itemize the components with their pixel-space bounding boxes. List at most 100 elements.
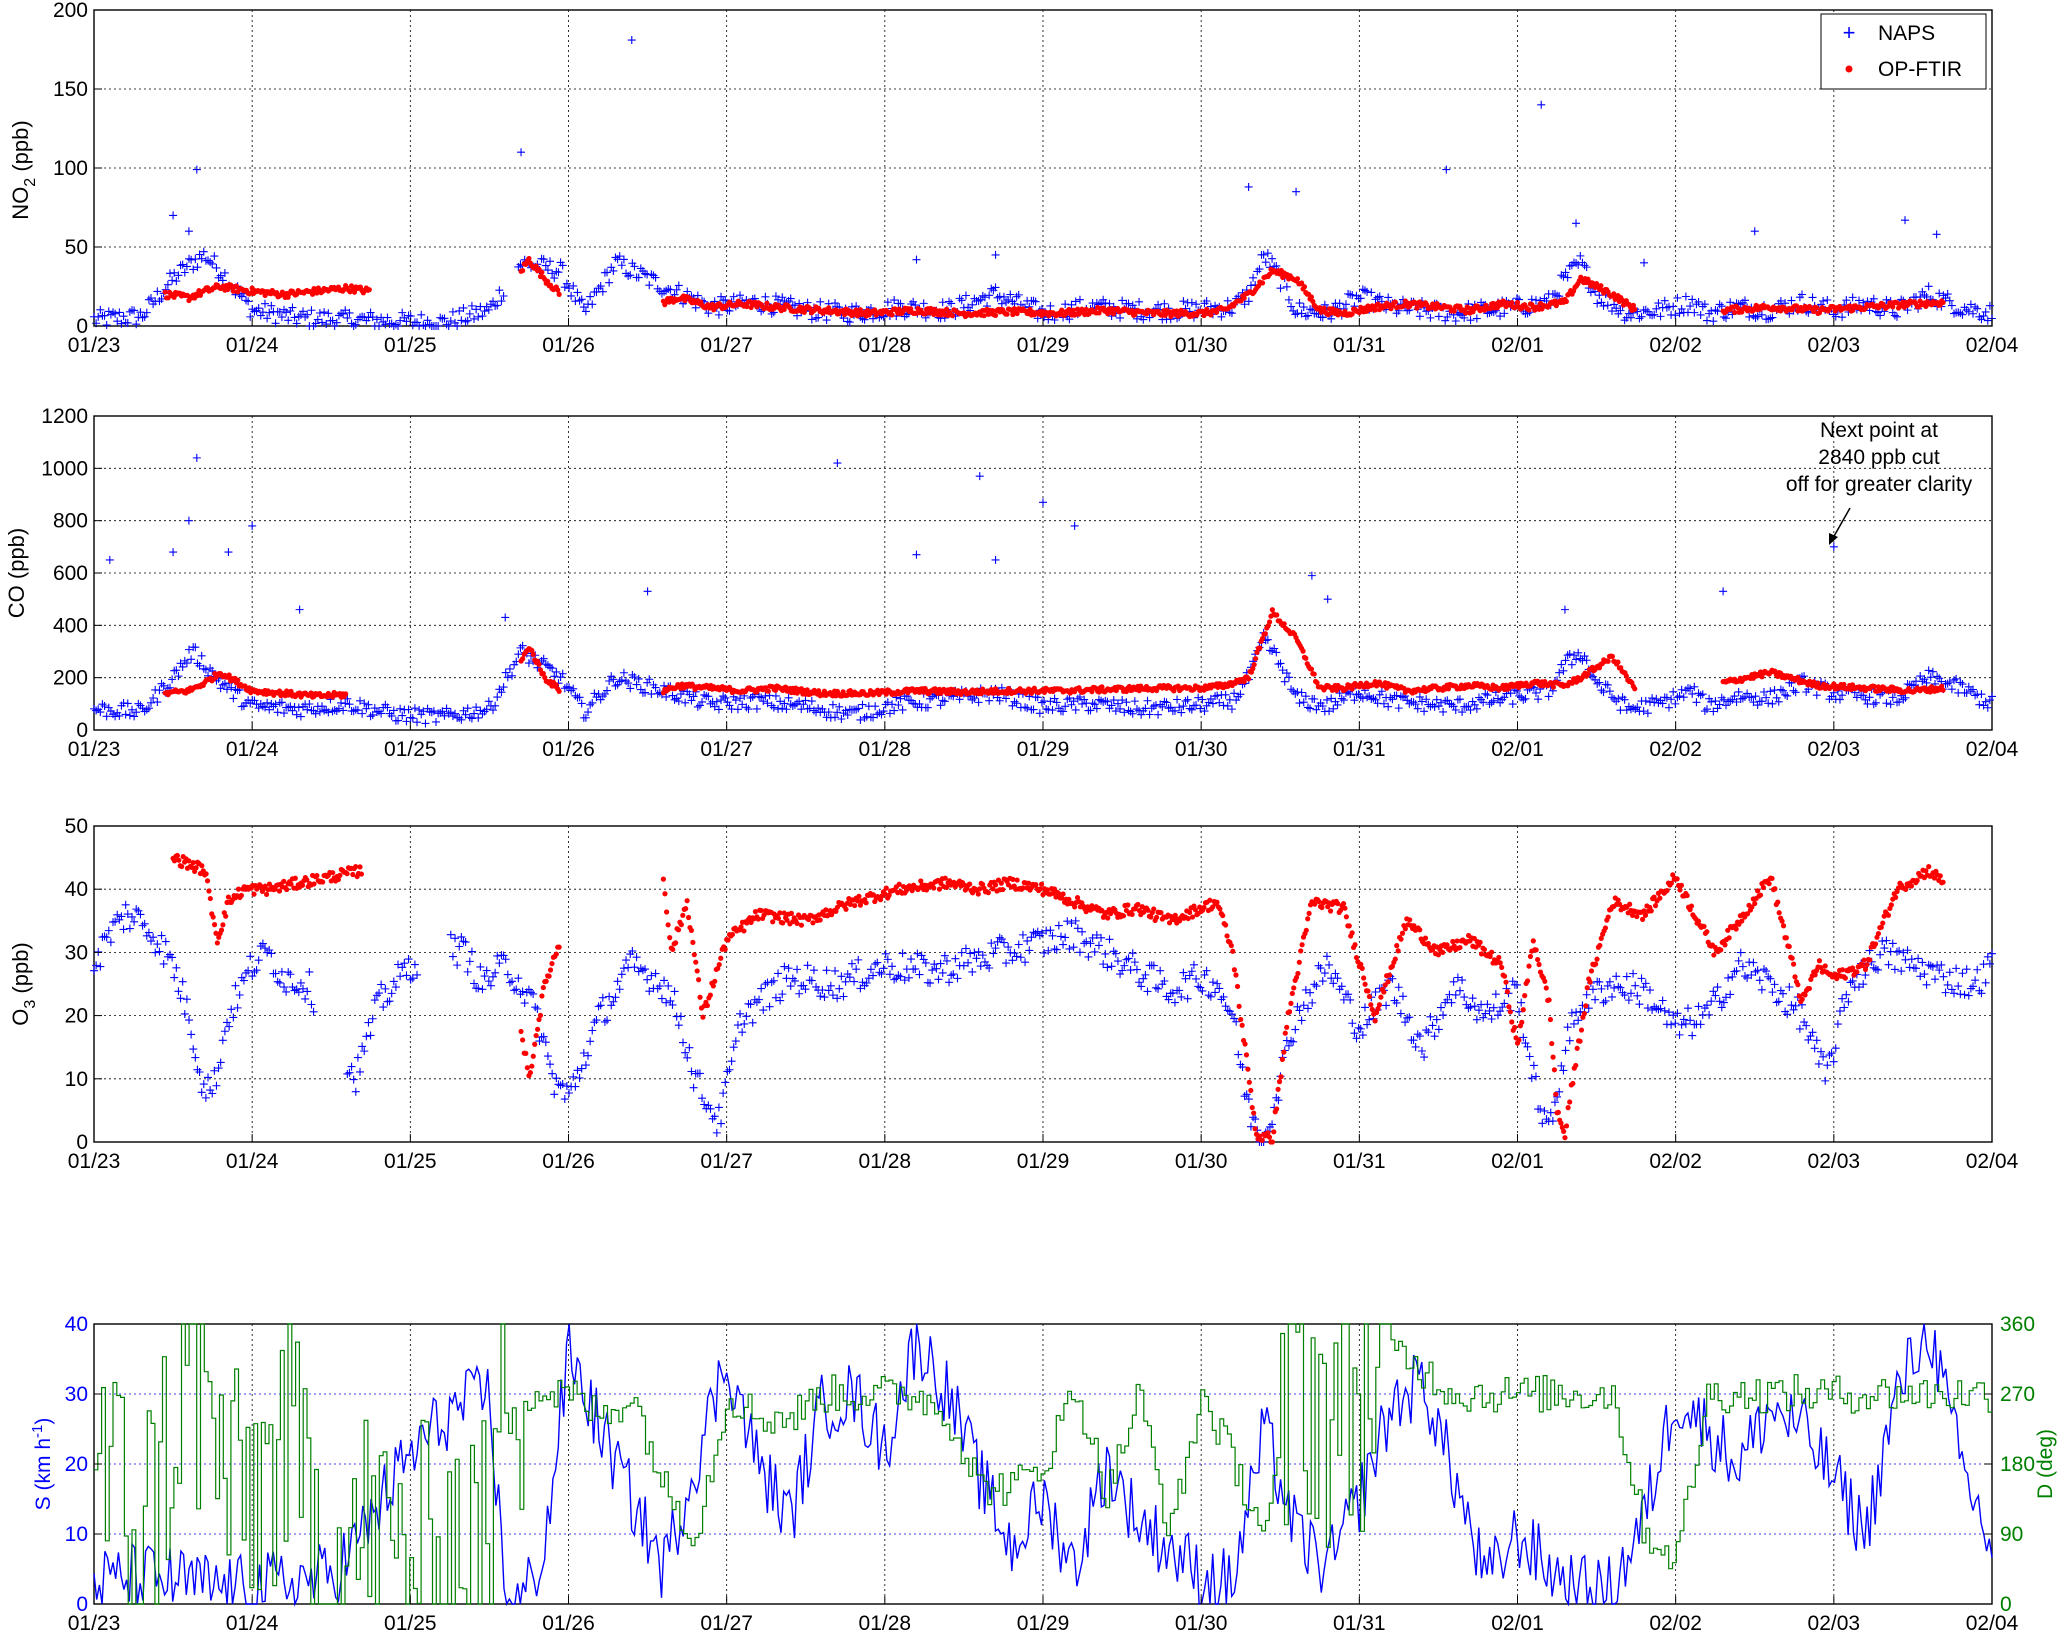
naps-point bbox=[1658, 699, 1667, 708]
naps-point bbox=[1702, 316, 1711, 325]
naps-point bbox=[664, 285, 673, 294]
naps-point bbox=[1496, 312, 1505, 321]
naps-point bbox=[1052, 698, 1061, 707]
naps-point bbox=[721, 693, 730, 702]
naps-point bbox=[1709, 707, 1718, 716]
opftir-point bbox=[230, 288, 237, 294]
naps-point bbox=[195, 250, 204, 259]
opftir-point bbox=[826, 305, 832, 311]
naps-point bbox=[586, 700, 595, 709]
naps-point bbox=[1892, 312, 1901, 321]
naps-point bbox=[695, 701, 704, 710]
opftir-point bbox=[1014, 310, 1020, 317]
naps-point bbox=[1179, 297, 1188, 306]
legend-box bbox=[1820, 13, 1987, 90]
naps-point bbox=[1593, 679, 1602, 688]
naps-point bbox=[710, 702, 719, 711]
naps-point bbox=[776, 697, 785, 706]
naps-point bbox=[1702, 705, 1711, 714]
naps-point bbox=[444, 322, 453, 330]
opftir-point bbox=[520, 656, 526, 662]
naps-point bbox=[438, 707, 447, 716]
naps-point bbox=[117, 319, 126, 328]
naps-point bbox=[360, 699, 369, 708]
naps-point bbox=[778, 704, 787, 713]
naps-point bbox=[1170, 706, 1179, 715]
naps-point bbox=[1270, 644, 1279, 653]
naps-point bbox=[1329, 704, 1338, 713]
naps-point bbox=[265, 308, 274, 317]
naps-point bbox=[1299, 698, 1308, 707]
naps-point bbox=[1681, 292, 1690, 301]
naps-point bbox=[974, 698, 983, 707]
opftir-point bbox=[1526, 307, 1532, 313]
naps-point bbox=[491, 301, 500, 310]
naps-point bbox=[974, 296, 983, 305]
naps-point bbox=[896, 299, 905, 308]
naps-point bbox=[757, 693, 766, 702]
opftir-point bbox=[263, 891, 270, 898]
naps-point bbox=[280, 709, 289, 718]
legend: + NAPS OP-FTIR bbox=[1820, 13, 1987, 90]
naps-point bbox=[577, 699, 586, 708]
naps-point bbox=[1137, 710, 1146, 719]
naps-point bbox=[1597, 298, 1606, 307]
naps-point bbox=[645, 281, 654, 290]
y-tick-label: 0 bbox=[76, 315, 88, 338]
naps-point bbox=[1971, 691, 1980, 700]
naps-point bbox=[288, 706, 297, 715]
opftir-point bbox=[1250, 666, 1256, 672]
x-tick-label: 02/03 bbox=[1808, 738, 1861, 761]
naps-point bbox=[1307, 571, 1316, 580]
naps-point bbox=[1854, 296, 1863, 305]
naps-point bbox=[1882, 699, 1891, 708]
naps-point bbox=[1819, 297, 1828, 306]
naps-point bbox=[632, 680, 641, 689]
naps-point bbox=[1932, 230, 1941, 239]
naps-point bbox=[174, 672, 183, 681]
opftir-point bbox=[833, 307, 839, 313]
x-tick-label: 01/26 bbox=[542, 738, 595, 761]
naps-point bbox=[1719, 695, 1728, 704]
naps-point bbox=[1031, 297, 1040, 306]
naps-point bbox=[1726, 697, 1735, 706]
naps-point bbox=[419, 707, 428, 716]
naps-point bbox=[244, 297, 253, 306]
naps-point bbox=[313, 315, 322, 324]
naps-point bbox=[375, 707, 384, 716]
naps-point bbox=[1403, 696, 1412, 705]
naps-point bbox=[440, 711, 449, 720]
naps-point bbox=[1177, 708, 1186, 717]
naps-point bbox=[1398, 693, 1407, 702]
naps-point bbox=[636, 685, 645, 694]
naps-point bbox=[1838, 313, 1847, 322]
naps-point bbox=[894, 700, 903, 709]
naps-point bbox=[465, 309, 474, 318]
naps-point bbox=[759, 697, 768, 706]
naps-point bbox=[115, 308, 124, 317]
naps-point bbox=[1455, 695, 1464, 704]
naps-point bbox=[311, 709, 320, 718]
naps-point bbox=[1483, 691, 1492, 700]
naps-point bbox=[1411, 700, 1420, 709]
naps-point bbox=[1597, 686, 1606, 695]
naps-point bbox=[267, 301, 276, 310]
opftir-point bbox=[223, 913, 229, 919]
naps-point bbox=[345, 700, 354, 709]
naps-point bbox=[463, 704, 472, 713]
naps-point bbox=[1555, 292, 1564, 301]
naps-point bbox=[294, 703, 303, 712]
opftir-point bbox=[1246, 676, 1252, 682]
naps-point bbox=[1861, 695, 1870, 704]
opftir-point bbox=[1070, 307, 1076, 313]
naps-point bbox=[1291, 310, 1300, 319]
naps-point bbox=[845, 318, 854, 327]
naps-point bbox=[558, 261, 567, 270]
naps-point bbox=[1711, 697, 1720, 706]
naps-point bbox=[1926, 673, 1935, 682]
opftir-point bbox=[1793, 303, 1800, 309]
opftir-point bbox=[549, 960, 555, 967]
naps-point bbox=[1686, 684, 1695, 693]
naps-point bbox=[1933, 672, 1942, 681]
x-tick-label: 02/02 bbox=[1649, 334, 1702, 357]
